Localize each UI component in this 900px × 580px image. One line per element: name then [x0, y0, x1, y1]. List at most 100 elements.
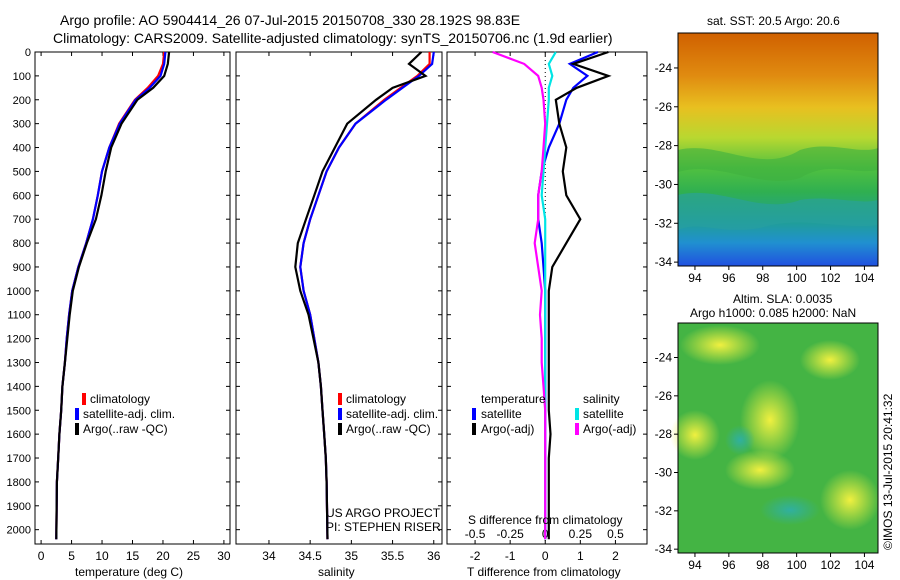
legend-swatch-satellite [338, 408, 342, 420]
map-x-tick-label: 96 [722, 558, 736, 572]
legend-label-s-satellite: satellite [583, 407, 624, 421]
y-tick-label: 1700 [7, 453, 31, 465]
x-tick-label: 36 [427, 549, 441, 563]
sst-map: 94 96 98 100 102 104 -24 -26 -28 -30 -32 -34 [655, 32, 879, 285]
legend-label-s-argo: Argo(-adj) [583, 422, 636, 436]
series-line-satellite-adj-clim- [299, 51, 435, 540]
map-y-tick-label: -30 [655, 177, 673, 191]
legend-label-argo: Argo(..raw -QC) [83, 422, 168, 436]
figure-title-line1: Argo profile: AO 5904414_26 07-Jul-2015 … [60, 12, 520, 28]
map-x-tick-label: 102 [821, 558, 841, 572]
y-tick-label: 600 [13, 190, 31, 202]
y-tick-label: 1000 [7, 286, 31, 298]
map-y-tick-label: -24 [655, 351, 673, 365]
sla-high-blob [820, 470, 880, 530]
map-y-tick-label: -28 [655, 427, 673, 441]
y-tick-label: 1900 [7, 501, 31, 513]
sla-high-blob [800, 340, 860, 380]
x-tick-label: -1 [505, 549, 516, 563]
map-x-tick-label: 98 [756, 558, 770, 572]
map-y-tick-label: -28 [655, 139, 673, 153]
map-y-tick-label: -26 [655, 389, 673, 403]
y-tick-label: 100 [13, 71, 31, 83]
legend-swatch-t-satellite [472, 408, 476, 420]
temperature-xlabel: temperature (deg C) [75, 565, 183, 579]
x-tick-label: 34.5 [298, 549, 322, 563]
legend-swatch-satellite [75, 408, 79, 420]
t-difference-xlabel: T difference from climatology [467, 565, 621, 579]
sst-map-title: sat. SST: 20.5 Argo: 20.6 [707, 14, 840, 28]
temperature-legend: climatology satellite-adj. clim. Argo(..… [75, 392, 175, 436]
difference-chart: -2 -1 0 1 2-0.5 -0.25 0 0.25 0.5 [447, 50, 647, 563]
sst-map-axes: 94 96 98 100 102 104 -24 -26 -28 -30 -32 -34 [655, 61, 875, 285]
y-tick-label: 1500 [7, 405, 31, 417]
y-tick-label: 1100 [7, 310, 31, 322]
map-y-tick-label: -30 [655, 466, 673, 480]
legend-label-argo: Argo(..raw -QC) [346, 422, 431, 436]
y-tick-label: 1300 [7, 357, 31, 369]
sst-cool-band [678, 192, 878, 230]
y-tick-label: 400 [13, 143, 31, 155]
legend-label-satellite: satellite-adj. clim. [346, 407, 438, 421]
x-tick-label: 0 [542, 549, 549, 563]
sla-map-title-2: Argo h1000: 0.085 h2000: NaN [690, 306, 856, 320]
salinity-panel-frame [235, 51, 443, 545]
y-tick-label: 800 [13, 238, 31, 250]
map-x-tick-label: 94 [688, 558, 702, 572]
salinity-legend: climatology satellite-adj. clim. Argo(..… [338, 392, 438, 436]
legend-swatch-s-argo [575, 423, 579, 435]
map-y-tick-label: -32 [655, 216, 673, 230]
imos-timestamp: ©IMOS 13-Jul-2015 20:41:32 [881, 393, 895, 550]
map-y-tick-label: -32 [655, 504, 673, 518]
salinity-chart: 34 34.5 35 35.5 36 [236, 51, 442, 563]
map-x-tick-label: 100 [787, 558, 807, 572]
y-tick-label: 1800 [7, 477, 31, 489]
y-tick-label: 2000 [7, 525, 31, 537]
map-x-tick-label: 102 [821, 271, 841, 285]
legend-swatch-climatology [338, 393, 342, 405]
legend-swatch-t-argo [472, 423, 476, 435]
x-tick-label: 1 [577, 549, 584, 563]
y-tick-label: 1200 [7, 334, 31, 346]
legend-swatch-argo [338, 423, 342, 435]
map-x-tick-label: 104 [854, 271, 874, 285]
x-tick-label: 2 [612, 549, 619, 563]
map-x-tick-label: 94 [688, 271, 702, 285]
series-line-argo-raw-qc- [294, 51, 428, 540]
legend-label-climatology: climatology [346, 392, 406, 406]
sla-high-blob [725, 450, 795, 490]
sla-map-title-1: Altim. SLA: 0.0035 [733, 292, 833, 306]
x-tick-label: 30 [217, 549, 231, 563]
x-tick-label: 0 [38, 549, 45, 563]
y-tick-label: 700 [13, 214, 31, 226]
temperature-chart: 0100200300400500600700800900100011001200… [7, 47, 231, 563]
figure-title-line2: Climatology: CARS2009. Satellite-adjuste… [53, 30, 613, 46]
map-y-tick-label: -34 [655, 542, 673, 556]
s-tick-label: 0.5 [607, 527, 624, 541]
sst-map-frame [677, 32, 879, 267]
sla-map: 94 96 98 100 102 104 -24 -26 -28 -30 -32 -34 [655, 322, 880, 573]
series-line-climatology [299, 52, 431, 540]
map-x-tick-label: 98 [756, 271, 770, 285]
series-line-t-argo-adj- [547, 50, 612, 540]
map-x-tick-label: 100 [787, 271, 807, 285]
pi-credit: PI: STEPHEN RISER [326, 520, 441, 534]
legend-label-t-argo: Argo(-adj) [481, 422, 534, 436]
legend-heading-salinity: salinity [583, 392, 620, 406]
sla-high-blob [680, 325, 760, 365]
sla-high-blob [670, 410, 720, 460]
x-tick-label: 5 [68, 549, 75, 563]
s-difference-xlabel: S difference from climatology [468, 513, 623, 527]
map-x-tick-label: 104 [854, 558, 874, 572]
x-tick-label: 15 [126, 549, 140, 563]
y-tick-label: 900 [13, 262, 31, 274]
difference-panel-frame [446, 51, 648, 545]
x-tick-label: 10 [95, 549, 109, 563]
y-tick-label: 500 [13, 166, 31, 178]
sla-low-blob [725, 425, 755, 455]
sla-map-axes: 94 96 98 100 102 104 -24 -26 -28 -30 -32 -34 [655, 351, 875, 573]
series-line-argo-raw-qc- [55, 51, 171, 540]
legend-label-climatology: climatology [90, 392, 150, 406]
x-tick-label: 25 [187, 549, 201, 563]
